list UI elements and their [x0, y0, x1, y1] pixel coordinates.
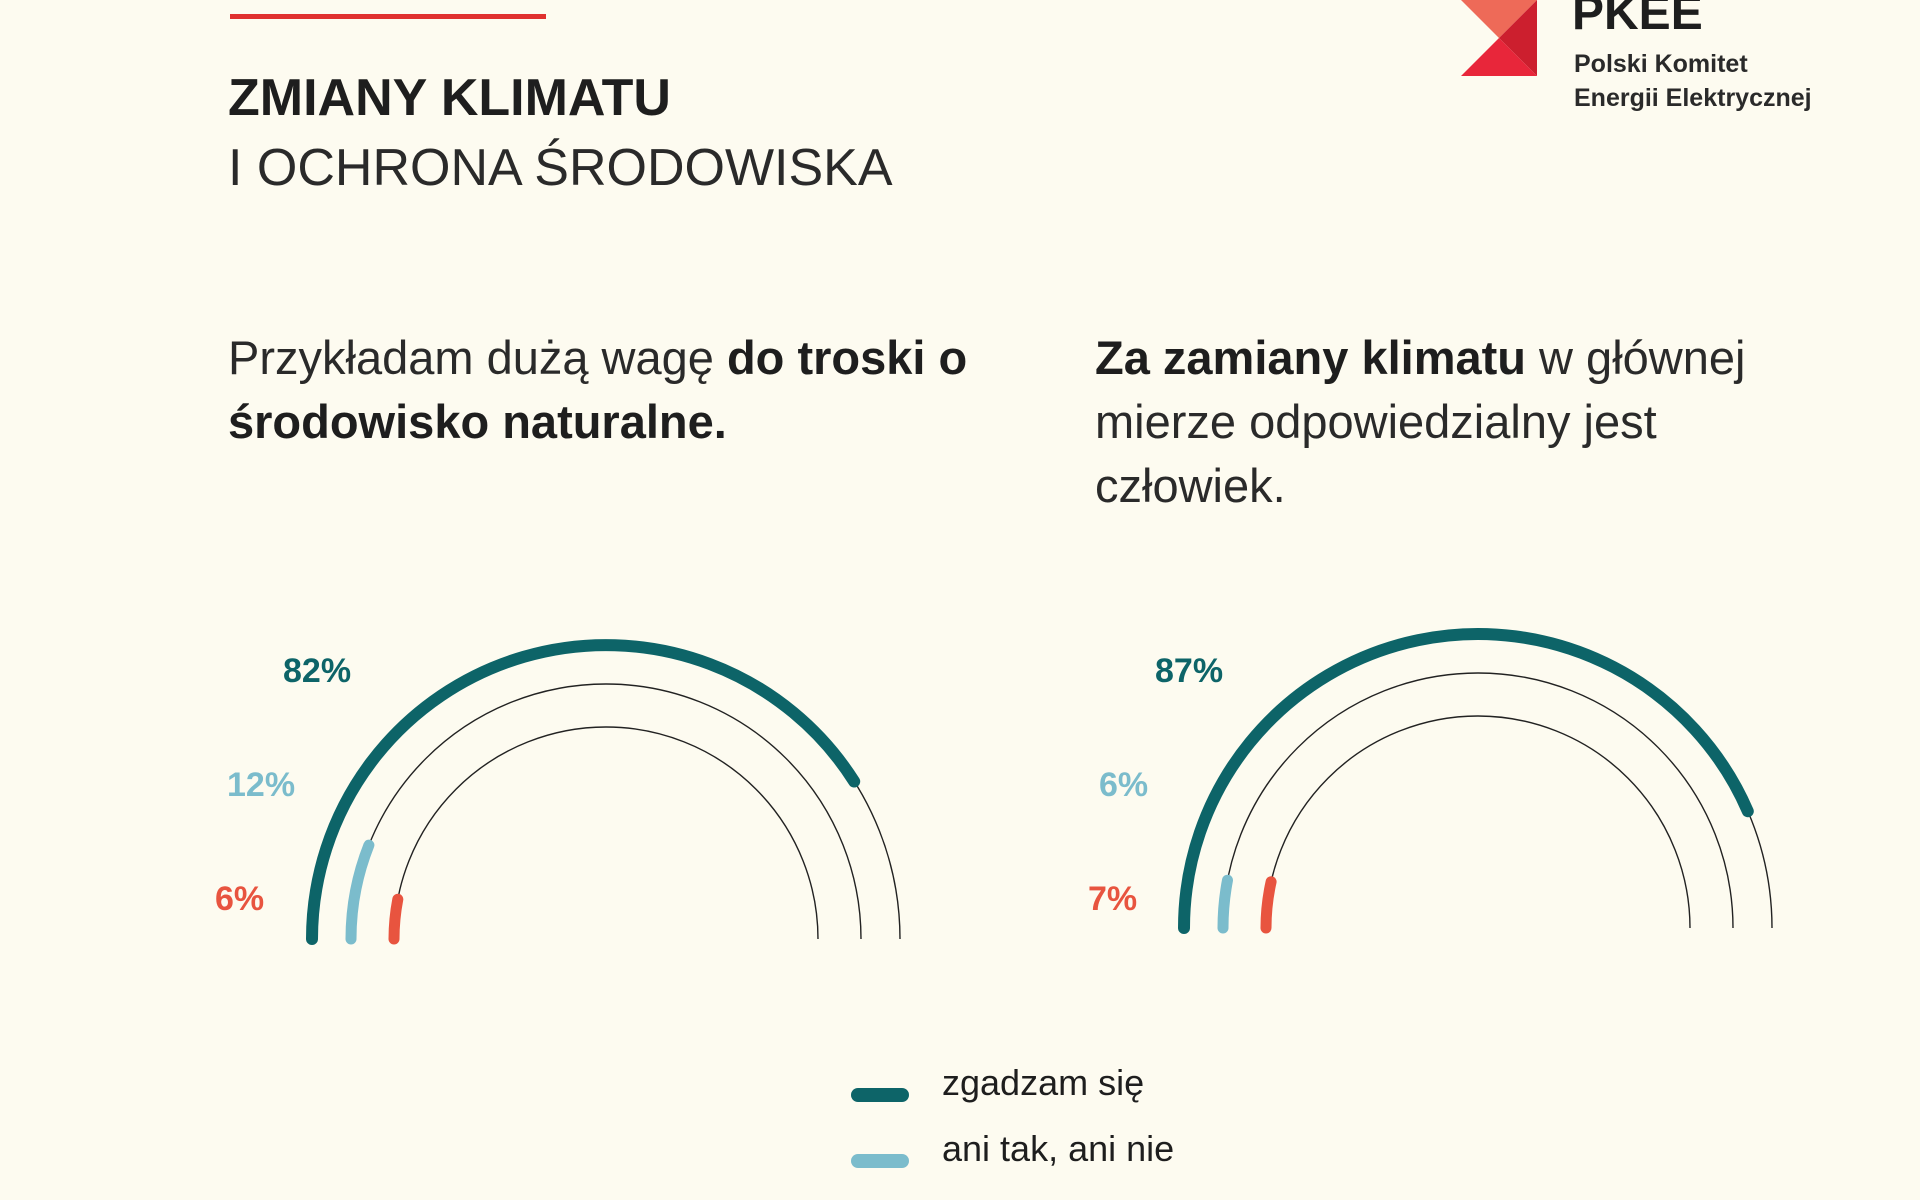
question-2-tail: w głównej mierze odpowiedzialny jest czł…: [1095, 331, 1746, 512]
question-2-emphasis: Za zamiany klimatu: [1095, 331, 1526, 384]
chart-1-track-2: [350, 683, 862, 940]
chart-1-bar-1: [306, 639, 861, 945]
question-1: Przykładam dużą wagę do troski o środowi…: [228, 326, 988, 454]
chart-2-track-2: [1222, 672, 1734, 929]
question-2: Za zamiany klimatu w głównej mierze odpo…: [1095, 326, 1835, 518]
pkee-logo-icon: [1461, 0, 1537, 76]
question-1-emphasis: do troski o środowisko naturalne.: [228, 331, 968, 448]
logo-name: PKEE: [1572, 0, 1703, 40]
legend-swatch-agree: [851, 1088, 909, 1102]
chart-2-bar-3: [1260, 876, 1277, 934]
legend-label-agree: zgadzam się: [942, 1062, 1145, 1103]
page-title: ZMIANY KLIMATU: [228, 69, 671, 127]
chart-2-label-disagree: 7%: [1088, 880, 1138, 918]
question-1-text: Przykładam dużą wagę: [228, 331, 727, 384]
logo-line-2: Energii Elektrycznej: [1574, 84, 1812, 112]
chart-2-bar-2: [1217, 874, 1233, 934]
chart-1-bar-2: [345, 839, 375, 945]
chart-1-label-disagree: 6%: [215, 880, 265, 918]
chart-1-label-agree: 82%: [283, 652, 352, 690]
logo-line-1: Polski Komitet: [1574, 50, 1748, 78]
chart-2-track-3: [1265, 715, 1691, 929]
chart-1-label-neutral: 12%: [227, 766, 296, 804]
chart-2-bar-1: [1178, 628, 1754, 934]
page-subtitle: I OCHRONA ŚRODOWISKA: [228, 139, 893, 197]
chart-2-label-neutral: 6%: [1099, 766, 1149, 804]
chart-1-track-3: [393, 726, 819, 940]
legend-label-neutral: ani tak, ani nie: [942, 1128, 1175, 1169]
chart-2-label-agree: 87%: [1155, 652, 1224, 690]
chart-1-bar-3: [388, 893, 404, 945]
title-accent-line: [230, 14, 546, 19]
legend-swatch-neutral: [851, 1154, 909, 1168]
